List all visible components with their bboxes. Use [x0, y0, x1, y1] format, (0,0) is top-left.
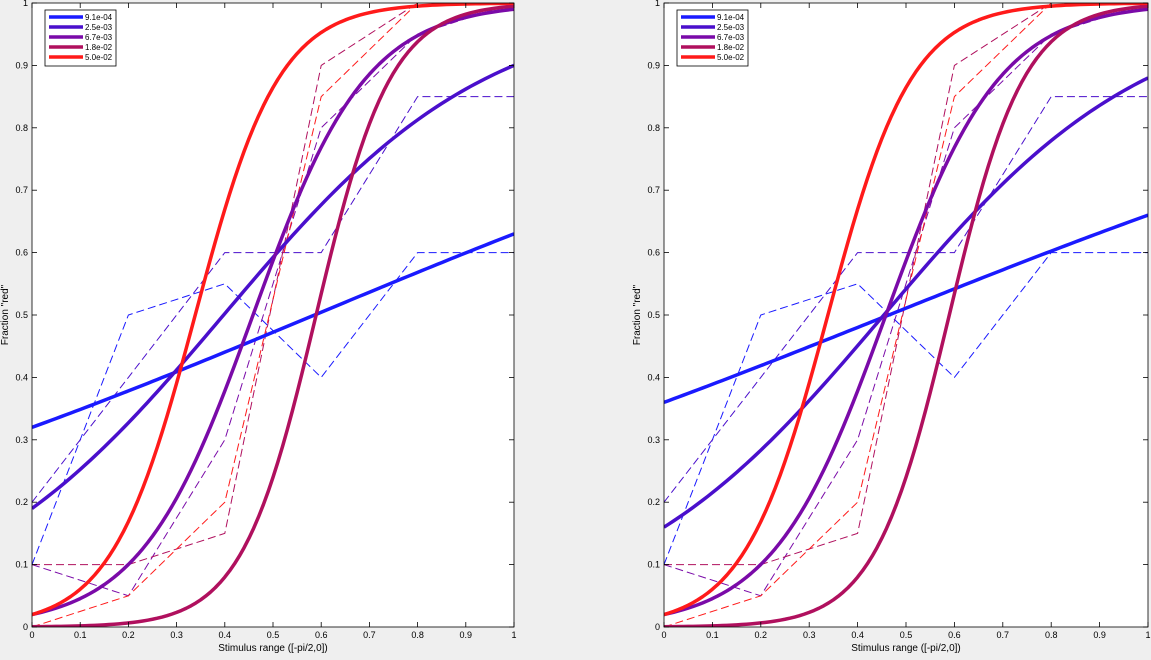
y-tick-label: 1: [23, 0, 28, 8]
y-axis-label: Fraction "red": [0, 284, 11, 345]
chart-panel-2: 0 0.1 0.2 0.3 0.4 0.5 0.6 0.7 0.8 0.9 1 0 0.1 0.2 0.3 0…: [632, 0, 1151, 654]
legend: 9.1e-042.5e-036.7e-031.8e-025.0e-02: [44, 9, 117, 67]
y-tick-label: 1: [655, 0, 660, 8]
x-tick-label: 0.6: [948, 630, 961, 640]
x-tick-label: 0.9: [460, 630, 473, 640]
legend-label: 5.0e-02: [717, 53, 745, 62]
y-tick-label: 0.8: [647, 123, 660, 133]
x-tick-label: 0.2: [755, 630, 768, 640]
legend-label: 9.1e-04: [717, 13, 745, 22]
x-tick-label: 0.4: [219, 630, 232, 640]
data-line-2.5e-03: [664, 96, 1148, 503]
y-tick-label: 0.8: [15, 123, 28, 133]
x-tick-label: 1: [1145, 630, 1150, 640]
y-tick-label: 0.7: [15, 185, 28, 195]
x-tick-label: 0: [29, 630, 34, 640]
fit-curve-2.5e-03: [664, 76, 1148, 529]
fit-curve-1.8e-02: [32, 4, 514, 627]
x-axis-label: Stimulus range ([-pi/2,0]): [218, 643, 328, 654]
y-tick-label: 0.5: [647, 310, 660, 320]
y-tick-label: 0.3: [647, 435, 660, 445]
legend-label: 2.5e-03: [85, 23, 113, 32]
plot-area: [664, 3, 1148, 627]
y-tick-label: 0.9: [647, 60, 660, 70]
legend-label: 5.0e-02: [85, 53, 113, 62]
y-tick-label: 0.1: [15, 560, 28, 570]
x-tick-label: 0: [661, 630, 666, 640]
legend-label: 1.8e-02: [717, 43, 745, 52]
y-tick-label: 0.2: [15, 497, 28, 507]
x-tick-label: 0.9: [1093, 630, 1106, 640]
fit-curve-9.1e-04: [664, 213, 1148, 405]
legend-label: 6.7e-03: [85, 33, 113, 42]
y-axis-label: Fraction "red": [632, 284, 643, 345]
y-tick-label: 0.6: [15, 248, 28, 258]
x-tick-label: 0.6: [315, 630, 328, 640]
data-layer: [664, 3, 1148, 627]
y-tick-label: 0.6: [647, 248, 660, 258]
x-tick-label: 0.8: [1045, 630, 1058, 640]
data-line-5.0e-02: [664, 3, 1148, 627]
x-tick-label: 0.3: [803, 630, 816, 640]
data-layer: [32, 3, 514, 627]
y-tick-label: 0.9: [15, 60, 28, 70]
y-tick-label: 0: [23, 622, 28, 632]
y-tick-label: 0.4: [15, 372, 28, 382]
y-tick-label: 0.2: [647, 497, 660, 507]
legend-label: 2.5e-03: [717, 23, 745, 32]
legend-label: 9.1e-04: [85, 13, 113, 22]
x-tick-label: 0.7: [997, 630, 1010, 640]
x-tick-label: 0.1: [74, 630, 87, 640]
x-tick-label: 0.8: [411, 630, 424, 640]
data-line-2.5e-03: [32, 96, 514, 503]
legend-label: 6.7e-03: [717, 33, 745, 42]
y-tick-label: 0.5: [15, 310, 28, 320]
y-tick-label: 0.4: [647, 372, 660, 382]
fit-curve-9.1e-04: [32, 232, 514, 429]
data-line-9.1e-04: [664, 252, 1148, 565]
y-tick-label: 0: [655, 622, 660, 632]
x-axis-label: Stimulus range ([-pi/2,0]): [851, 643, 961, 654]
y-tick-label: 0.1: [647, 560, 660, 570]
x-tick-label: 0.3: [170, 630, 183, 640]
y-tick-label: 0.3: [15, 435, 28, 445]
legend: 9.1e-042.5e-036.7e-031.8e-025.0e-02: [676, 9, 749, 67]
data-line-5.0e-02: [32, 3, 514, 627]
y-tick-label: 0.7: [647, 185, 660, 195]
x-tick-label: 0.2: [122, 630, 135, 640]
chart-panel-1: 0 0.1 0.2 0.3 0.4 0.5 0.6 0.7 0.8 0.9 1 0 0.1 0.2 0.3 0…: [0, 0, 517, 654]
legend-label: 1.8e-02: [85, 43, 113, 52]
fit-curve-5.0e-02: [32, 3, 514, 617]
x-tick-label: 1: [511, 630, 516, 640]
x-tick-label: 0.5: [900, 630, 913, 640]
x-tick-label: 0.4: [851, 630, 864, 640]
x-tick-label: 0.7: [363, 630, 376, 640]
fit-curve-5.0e-02: [664, 3, 1148, 617]
fit-curve-1.8e-02: [664, 4, 1148, 627]
x-tick-label: 0.1: [706, 630, 719, 640]
x-tick-label: 0.5: [267, 630, 280, 640]
